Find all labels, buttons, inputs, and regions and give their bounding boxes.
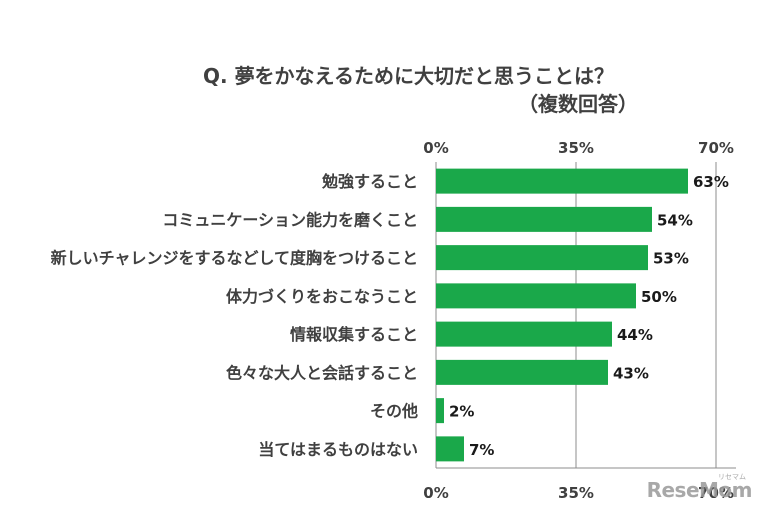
bar (436, 283, 636, 309)
resemom-logo: ReseMom リセマム (646, 473, 753, 502)
chart-title: Q. 夢をかなえるために大切だと思うことは？ (203, 64, 614, 88)
x-tick-label-top: 0% (423, 139, 448, 157)
bar (436, 398, 444, 424)
category-label: 勉強すること (321, 172, 418, 191)
category-label: 体力づくりをおこなうこと (226, 287, 418, 306)
x-tick-label-bottom: 70% (698, 484, 734, 502)
chart-subtitle: （複数回答） (518, 92, 638, 116)
x-tick-label-top: 70% (698, 139, 734, 157)
value-label: 43% (613, 364, 649, 382)
category-label: 当てはまるものはない (258, 440, 418, 459)
category-label: 色々な大人と会話すること (226, 363, 418, 382)
watermark-subtext: リセマム (718, 473, 746, 481)
x-tick-label-top: 35% (558, 139, 594, 157)
category-label: 情報収集すること (290, 325, 418, 344)
value-label: 54% (657, 211, 693, 229)
value-label: 44% (617, 326, 653, 344)
watermark-text: ReseMom (646, 478, 753, 502)
value-label: 50% (641, 288, 677, 306)
value-label: 2% (449, 403, 474, 421)
bar (436, 206, 652, 232)
bar (436, 321, 612, 347)
bar (436, 436, 464, 462)
value-label: 63% (693, 173, 729, 191)
category-label: 新しいチャレンジをするなどして度胸をつけること (51, 249, 418, 268)
bar (436, 359, 608, 385)
category-label: コミュニケーション能力を磨くこと (162, 210, 418, 229)
bar (436, 245, 648, 271)
value-label: 53% (653, 250, 689, 268)
category-label: その他 (370, 402, 418, 421)
bar (436, 168, 688, 194)
x-tick-label-bottom: 0% (423, 484, 448, 502)
x-tick-label-bottom: 35% (558, 484, 594, 502)
value-label: 7% (469, 441, 494, 459)
